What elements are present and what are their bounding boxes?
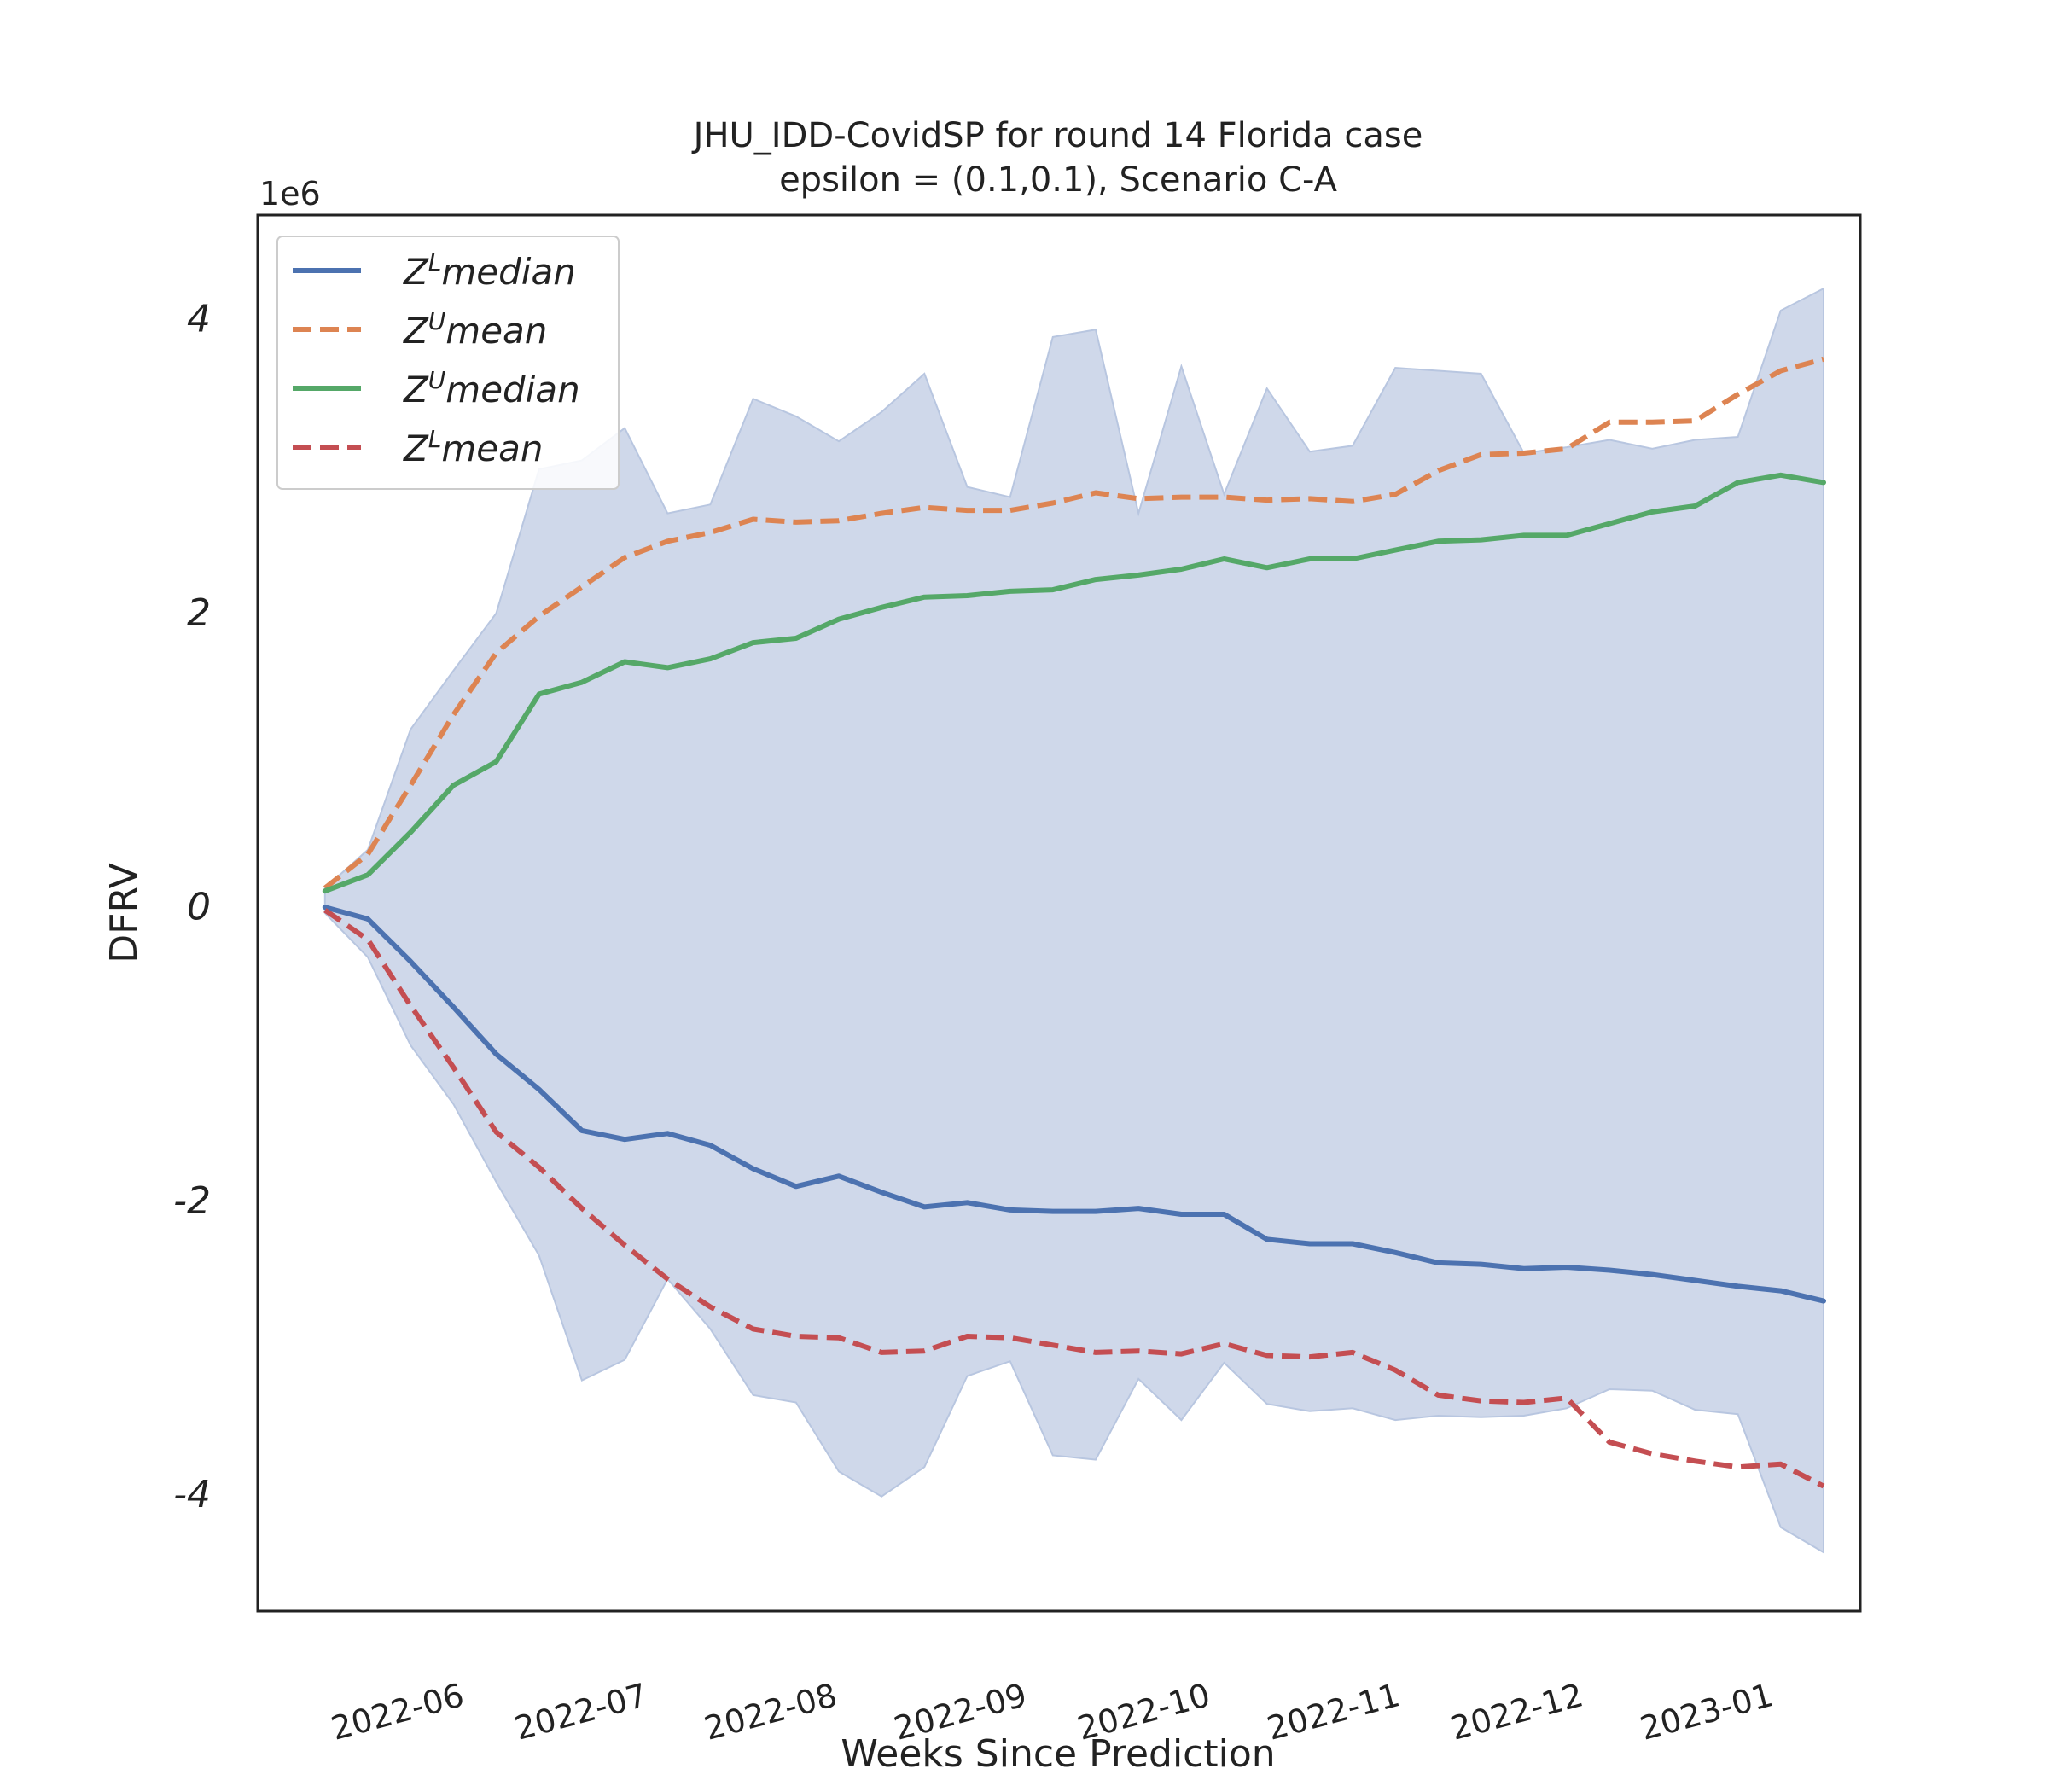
y-tick-label: 4	[187, 298, 211, 341]
series-line-U-mean	[323, 356, 1824, 891]
series-layer	[322, 356, 1826, 1489]
plot-frame	[256, 213, 1862, 1613]
legend-box	[276, 236, 620, 490]
y-tick-label: 2	[187, 591, 211, 635]
series-line-L-mean	[323, 908, 1825, 1489]
y-tick-label: -4	[173, 1473, 211, 1516]
x-tick-label: 2022-11	[1263, 1676, 1404, 1748]
y-offset-text: 1e6	[259, 175, 321, 212]
x-tick-label: 2022-06	[327, 1676, 468, 1748]
x-tick-label: 2023-01	[1636, 1676, 1777, 1748]
x-tick-label: 2022-07	[510, 1676, 651, 1748]
legend-label: ZUmedian	[403, 366, 580, 410]
chart-title-line1: JHU_IDD-CovidSP for round 14 Florida cas…	[691, 116, 1423, 155]
y-tick-label: -2	[173, 1179, 211, 1223]
series-line-U-median	[322, 472, 1826, 894]
y-axis-ticks: 4 2 0 -2 -4	[173, 298, 211, 1517]
legend-label: ZLmedian	[403, 248, 576, 293]
range-band	[323, 287, 1824, 1554]
x-tick-label: 2022-12	[1446, 1676, 1587, 1748]
legend: ZLmedian ZUmean ZUmedian ZLmean	[276, 236, 620, 490]
y-tick-label: 0	[187, 885, 211, 928]
y-axis-label: DFRV	[102, 863, 146, 963]
legend-label: ZLmean	[403, 425, 544, 469]
plot-area	[322, 287, 1826, 1554]
chart-title-line2: epsilon = (0.1,0.1), Scenario C-A	[779, 160, 1338, 200]
legend-label: ZUmean	[403, 307, 547, 352]
x-tick-label: 2022-08	[701, 1676, 841, 1748]
series-line-L-median	[322, 905, 1826, 1304]
x-axis-label: Weeks Since Prediction	[841, 1732, 1275, 1776]
